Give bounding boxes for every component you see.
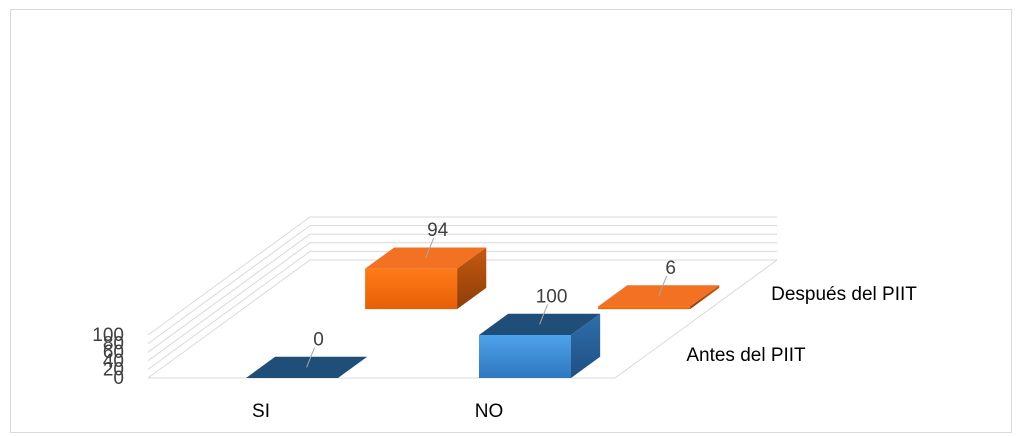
bar <box>365 247 487 310</box>
bar-side <box>690 285 720 310</box>
leader-line <box>306 347 316 368</box>
y-tick-label: 20 <box>103 359 124 380</box>
gridline <box>147 259 777 379</box>
leader-line <box>658 275 668 297</box>
gridline <box>147 225 777 345</box>
gridline <box>147 216 777 336</box>
y-tick-label: 100 <box>92 325 124 346</box>
bar <box>598 285 720 310</box>
gridline <box>147 242 777 362</box>
series-axis-label: Antes del PIIT <box>686 345 806 366</box>
bar-front <box>479 335 571 378</box>
gridline <box>147 250 777 370</box>
series-axis-label: Después del PIIT <box>771 284 917 305</box>
y-tick-label: 80 <box>103 334 124 355</box>
x-category-label: NO <box>475 401 504 422</box>
data-label: 94 <box>427 220 449 241</box>
bar-front <box>598 306 691 310</box>
bar <box>479 313 601 378</box>
data-label: 0 <box>313 329 324 350</box>
bar-side <box>457 247 487 310</box>
bar-front <box>365 268 458 310</box>
bar-side <box>571 313 601 378</box>
y-tick-label: 60 <box>103 342 124 363</box>
gridline <box>147 233 777 353</box>
y-tick-label: 0 <box>113 368 124 389</box>
bar-top <box>479 313 601 335</box>
leader-line <box>425 237 435 259</box>
x-category-label: SI <box>252 401 270 422</box>
data-label: 6 <box>665 258 676 279</box>
leader-line <box>539 304 549 325</box>
data-label: 100 <box>536 286 568 307</box>
y-tick-label: 40 <box>103 351 124 372</box>
